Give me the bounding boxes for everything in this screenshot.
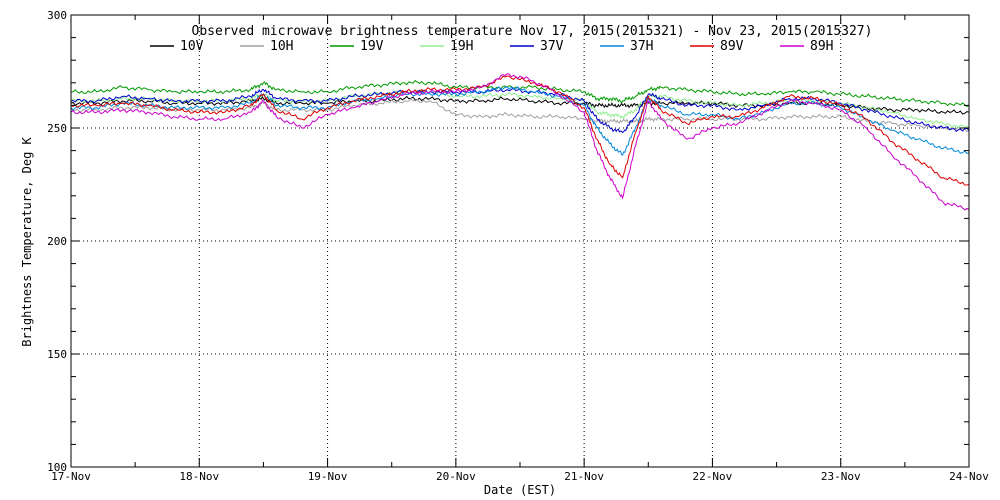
x-tick-label: 23-Nov (821, 470, 861, 483)
x-axis-label: Date (EST) (484, 483, 556, 497)
axis-ticks: 17-Nov 18-Nov 19-Nov 20-Nov 21-Nov 22-Nov 23-N… (47, 9, 989, 483)
y-tick-label: 200 (47, 235, 67, 248)
x-tick-label: 22-Nov (693, 470, 733, 483)
series-line-19v (70, 79, 970, 107)
y-tick-label: 250 (47, 122, 67, 135)
series-line-89h (70, 73, 970, 211)
legend-label-19v: 19V (360, 39, 384, 54)
series-line-37v (70, 87, 970, 134)
x-tick-label: 19-Nov (308, 470, 348, 483)
x-tick-label: 17-Nov (51, 470, 91, 483)
x-tick-label: 21-Nov (564, 470, 604, 483)
legend-label-10h: 10H (270, 39, 293, 54)
x-tick-label: 24-Nov (949, 470, 989, 483)
legend-label-89v: 89V (720, 39, 744, 54)
x-tick-label: 18-Nov (179, 470, 219, 483)
legend: 10V 10H 19V 19H 37V 37H 89V 89H (150, 39, 833, 54)
grid (71, 15, 969, 467)
legend-label-37h: 37H (630, 39, 653, 54)
series-line-89v (70, 75, 970, 186)
series-lines (70, 73, 970, 211)
y-axis-label: Brightness Temperature, Deg K (20, 136, 34, 346)
series-line-10v (70, 95, 970, 115)
y-tick-label: 300 (47, 9, 67, 22)
legend-label-10v: 10V (180, 39, 204, 54)
legend-label-89h: 89H (810, 39, 833, 54)
legend-label-19h: 19H (450, 39, 473, 54)
chart-title: Observed microwave brightness temperatur… (192, 24, 873, 39)
x-tick-label: 20-Nov (436, 470, 476, 483)
y-tick-label: 150 (47, 348, 67, 361)
y-tick-label: 100 (47, 461, 67, 474)
series-line-37h (70, 86, 970, 156)
series-line-10h (70, 97, 970, 133)
legend-label-37v: 37V (540, 39, 564, 54)
